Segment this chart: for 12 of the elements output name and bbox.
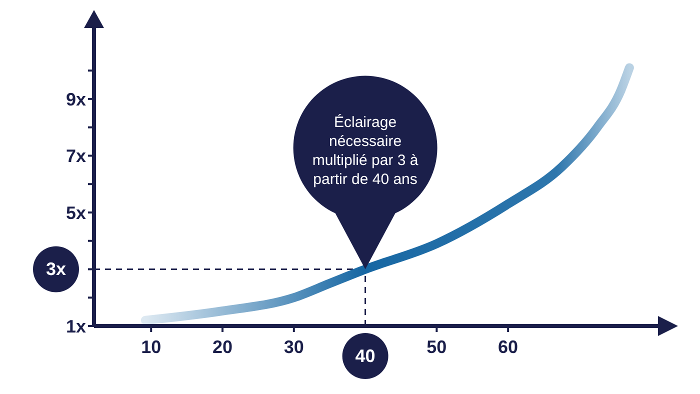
x-tick-label: 30 bbox=[284, 336, 304, 357]
x-tick-label: 60 bbox=[498, 336, 518, 357]
y-tick-label: 1x bbox=[66, 316, 86, 336]
x-tick-label: 10 bbox=[141, 336, 162, 357]
y-tick-label: 7x bbox=[66, 146, 86, 166]
y-tick-label: 9x bbox=[66, 89, 86, 110]
ref-line-label: 3x bbox=[46, 259, 66, 280]
x-tick-label: 50 bbox=[426, 336, 447, 357]
annotation: Éclairage nécessaire multiplié par 3 à partir de 40 ans bbox=[311, 113, 420, 190]
y-tick-label: 5x bbox=[66, 202, 86, 223]
ref-line-label: 40 bbox=[355, 346, 376, 366]
x-tick-label: 20 bbox=[212, 336, 233, 357]
